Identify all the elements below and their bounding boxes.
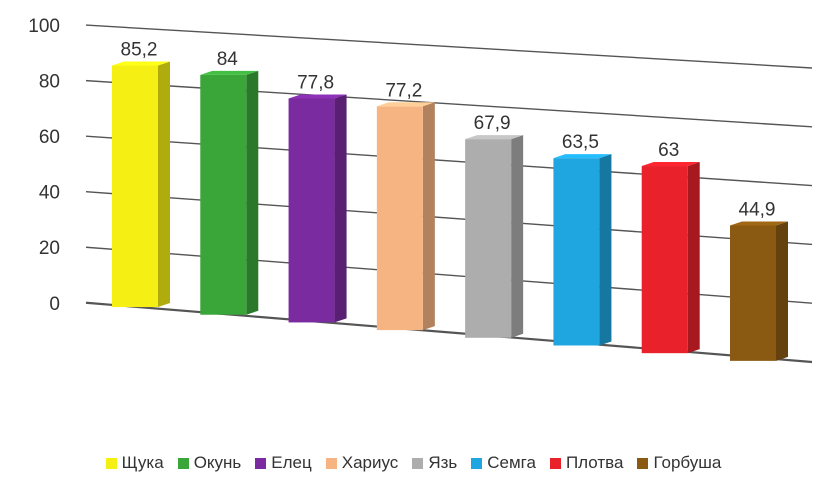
gridline <box>85 191 813 246</box>
legend: Щука Окунь Елец Хариус Язь Семга Плотва Горбуша <box>0 448 827 478</box>
legend-item: Щука <box>105 453 164 473</box>
gridline <box>85 246 813 304</box>
bar-value-label: 85,2 <box>121 40 158 61</box>
legend-swatch <box>637 457 649 469</box>
bar-value-label: 63,5 <box>562 132 599 153</box>
data-labels: 85,2 84 77,8 77,2 67,9 63,5 63 44,9 <box>121 40 776 221</box>
legend-item: Горбуша <box>637 453 721 473</box>
legend-item: Плотва <box>549 453 624 473</box>
legend-item: Язь <box>412 453 457 473</box>
legend-swatch <box>255 457 267 469</box>
gridlines <box>85 24 813 364</box>
legend-label: Семга <box>487 453 536 472</box>
gridline <box>85 301 813 364</box>
bar <box>465 135 524 338</box>
gridline <box>85 135 813 187</box>
legend-swatch <box>105 457 117 469</box>
y-tick-label: 100 <box>28 16 60 37</box>
bar <box>641 162 700 354</box>
bar-value-label: 84 <box>217 49 239 70</box>
y-axis: 0 20 40 60 80 100 <box>28 16 60 315</box>
gridline <box>85 24 813 69</box>
y-tick-label: 80 <box>39 72 60 93</box>
legend-swatch <box>549 457 561 469</box>
bar <box>376 102 435 331</box>
y-tick-label: 60 <box>39 127 60 148</box>
bar <box>112 61 170 308</box>
chart-canvas: 0 20 40 60 80 100 85,2 84 77,8 77,2 67,9 63,5 63 44,… <box>28 16 813 364</box>
legend-label: Окунь <box>193 453 242 472</box>
legend-item: Окунь <box>177 453 242 473</box>
bar-value-label: 63 <box>658 140 679 161</box>
bars <box>112 61 788 361</box>
legend-label: Язь <box>428 453 458 472</box>
bar <box>288 94 347 323</box>
y-tick-label: 40 <box>39 183 60 204</box>
legend-label: Щука <box>121 453 164 472</box>
legend-swatch <box>325 457 337 469</box>
bar <box>553 154 612 346</box>
bar <box>730 221 788 361</box>
legend-item: Семга <box>471 453 536 473</box>
legend-item: Хариус <box>325 453 399 473</box>
bar-value-label: 77,8 <box>297 72 334 93</box>
legend-label: Горбуша <box>653 453 722 472</box>
legend-swatch <box>412 457 424 469</box>
legend-item: Елец <box>255 453 312 473</box>
y-tick-label: 20 <box>39 238 60 259</box>
legend-label: Хариус <box>341 453 399 472</box>
legend-label: Елец <box>271 453 312 472</box>
y-tick-label: 0 <box>49 294 60 315</box>
legend-swatch <box>177 457 189 469</box>
bar-value-label: 44,9 <box>739 199 776 220</box>
legend-label: Плотва <box>565 453 624 472</box>
bar-value-label: 67,9 <box>474 113 511 134</box>
bar-value-label: 77,2 <box>385 80 422 101</box>
bar <box>200 70 259 315</box>
gridline <box>85 79 813 128</box>
legend-swatch <box>471 457 483 469</box>
